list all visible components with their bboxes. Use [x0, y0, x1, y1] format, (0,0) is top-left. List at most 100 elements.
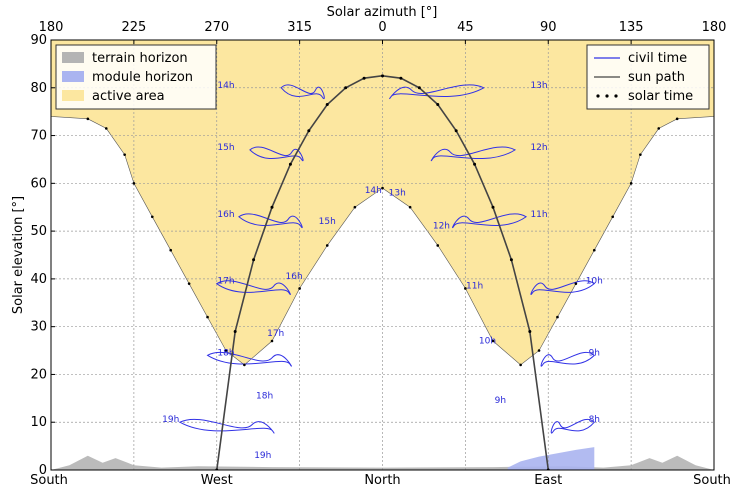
civil-time-loop — [215, 280, 291, 295]
solar-time-point — [408, 205, 412, 209]
civil-time-loop — [389, 84, 485, 100]
hour-label: 11h — [466, 281, 483, 291]
legend-label: solar time — [628, 89, 693, 104]
solar-time-point — [639, 153, 642, 156]
legend-label: module horizon — [92, 70, 193, 85]
y-tick-label: 80 — [30, 81, 47, 96]
y-axis-title: Solar elevation [°] — [11, 196, 26, 314]
solar-time-point — [574, 282, 578, 285]
civil-time-loop — [249, 146, 304, 162]
solar-time-point — [86, 117, 90, 121]
solar-time-point — [187, 282, 191, 285]
civil-time-loop — [530, 280, 596, 295]
solar-time-point — [491, 339, 495, 343]
hour-label: 14h — [365, 186, 382, 196]
legend-swatch — [596, 94, 600, 98]
top-tick-label: 45 — [457, 20, 474, 35]
solar-time-point — [509, 258, 513, 262]
y-tick-label: 60 — [30, 176, 47, 191]
hour-label: 11h — [530, 210, 547, 220]
top-tick-label: 180 — [39, 20, 64, 35]
y-tick-label: 90 — [30, 33, 47, 48]
solar-time-point — [675, 117, 679, 121]
hour-label: 13h — [530, 81, 547, 91]
solar-time-point — [629, 182, 633, 185]
solar-time-point — [537, 349, 541, 352]
civil-time-loop — [178, 418, 275, 434]
solar-time-point — [362, 76, 366, 80]
hour-label: 12h — [530, 143, 547, 153]
solar-time-point — [243, 363, 246, 367]
hour-label: 10h — [479, 336, 496, 346]
hour-label: 12h — [433, 222, 450, 232]
legend-swatch — [62, 71, 84, 82]
y-tick-label: 40 — [30, 272, 47, 287]
solar-time-point — [288, 162, 292, 166]
bottom-tick-label: East — [534, 473, 562, 488]
top-tick-label: 180 — [702, 20, 727, 35]
module-horizon — [507, 447, 595, 470]
solar-time-point — [528, 329, 532, 333]
solar-time-point — [150, 215, 154, 219]
top-tick-label: 270 — [204, 20, 229, 35]
y-tick-label: 50 — [30, 224, 47, 239]
y-tick-label: 0 — [39, 463, 47, 478]
legend-label: sun path — [628, 70, 685, 85]
solar-time-point — [381, 186, 384, 190]
solar-time-point — [657, 127, 661, 130]
hour-label: 16h — [286, 272, 303, 282]
solar-time-point — [270, 339, 274, 343]
solar-time-point — [233, 329, 237, 333]
civil-time-loop — [550, 419, 595, 434]
bottom-tick-label: South — [693, 473, 731, 488]
solar-time-point — [556, 315, 559, 319]
civil-time-loop — [206, 351, 292, 367]
solar-time-point — [252, 258, 256, 262]
top-tick-label: 315 — [287, 20, 312, 35]
top-tick-label: 90 — [540, 20, 557, 35]
solar-time-point — [473, 162, 477, 166]
solar-time-point — [436, 244, 440, 247]
civil-time-loop — [540, 352, 596, 367]
solar-time-point — [592, 248, 596, 252]
legend-swatch — [62, 90, 84, 101]
solar-time-point — [417, 86, 421, 90]
solar-time-point — [464, 287, 467, 290]
solar-time-point — [519, 363, 522, 367]
hour-label: 9h — [589, 348, 600, 358]
hour-label: 18h — [256, 391, 273, 401]
bottom-tick-label: West — [201, 473, 233, 488]
hour-label: 14h — [217, 81, 234, 91]
bottom-tick-label: North — [364, 473, 400, 488]
solar-time-point — [307, 129, 311, 133]
legend-right: civil time sun path solar time — [586, 44, 710, 110]
civil-time-loop — [280, 84, 325, 100]
solar-time-point — [344, 86, 348, 90]
civil-time-loop — [238, 213, 303, 229]
solar-time-point — [224, 349, 228, 352]
hour-label: 10h — [586, 277, 603, 287]
legend-swatch — [62, 52, 84, 63]
top-tick-label: 0 — [378, 20, 386, 35]
legend-label: active area — [92, 89, 165, 104]
solar-time-point — [325, 244, 329, 247]
solar-time-point — [491, 205, 495, 209]
solar-time-point — [353, 205, 357, 209]
top-axis-title: Solar azimuth [°] — [327, 5, 438, 20]
hour-label: 17h — [217, 277, 234, 287]
solar-time-point — [325, 103, 329, 106]
solar-time-point — [123, 153, 126, 156]
solar-time-point — [436, 103, 440, 106]
top-tick-label: 225 — [121, 20, 146, 35]
civil-time-loop — [430, 146, 517, 162]
hour-label: 17h — [267, 329, 284, 339]
solar-time-point — [169, 248, 173, 252]
solar-time-point — [206, 315, 209, 319]
hour-label: 19h — [254, 451, 271, 461]
hour-label: 16h — [217, 210, 234, 220]
legend-swatch — [614, 94, 618, 98]
y-tick-label: 10 — [30, 415, 47, 430]
solar-time-point — [270, 205, 274, 209]
civil-time-loop — [452, 213, 528, 229]
